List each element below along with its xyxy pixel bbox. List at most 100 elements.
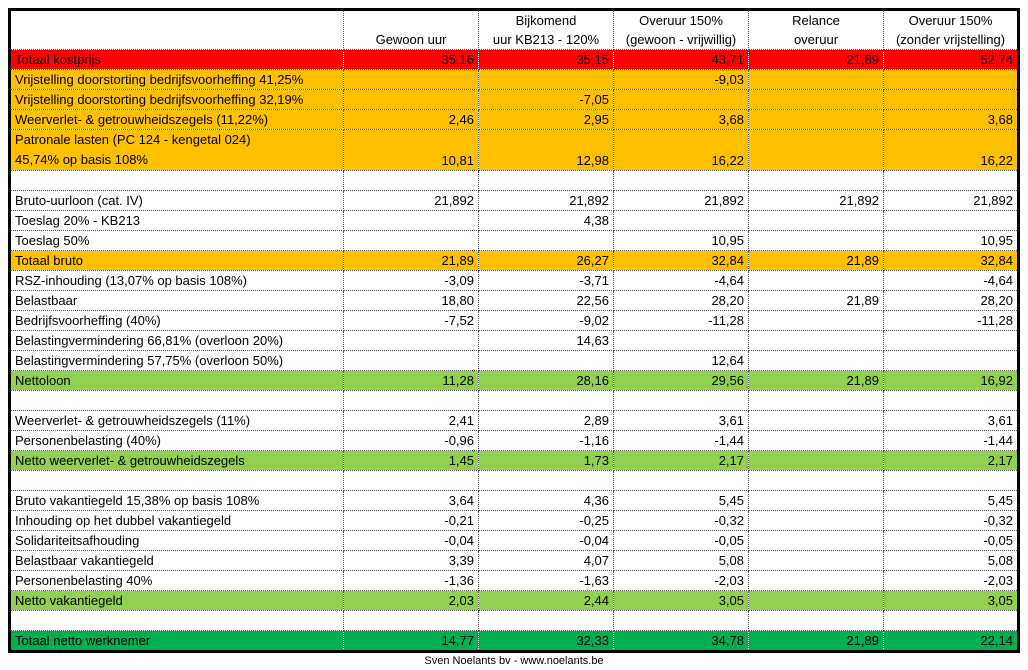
value-cell: 35,16 [343,49,479,70]
value-cell: 18,80 [343,290,479,311]
value-cell [343,69,479,90]
value-cell [478,69,614,90]
value-cell: 32,84 [883,250,1019,271]
value-cell [748,109,884,130]
value-cell: -0,32 [883,510,1019,531]
value-cell: 21,892 [748,190,884,211]
value-cell [883,390,1019,411]
value-cell: -0,04 [478,530,614,551]
value-cell: -2,03 [883,570,1019,591]
value-cell [343,230,479,251]
value-cell: -0,96 [343,430,479,451]
value-cell: -3,71 [478,270,614,291]
value-cell [343,330,479,351]
row-label: Patronale lasten (PC 124 - kengetal 024)… [9,129,344,171]
value-cell: 28,20 [613,290,749,311]
value-cell [883,470,1019,491]
value-cell: 14,77 [343,630,479,652]
value-cell [613,89,749,110]
column-header-line: uur KB213 - 120% [492,32,600,47]
table-row: Belastingvermindering 57,75% (overloon 5… [9,350,1019,371]
row-label: Belastingvermindering 57,75% (overloon 5… [9,350,344,371]
value-cell: 2,89 [478,410,614,431]
value-cell: 21,89 [748,49,884,70]
value-cell: -0,32 [613,510,749,531]
value-cell: 3,61 [883,410,1019,431]
value-cell: 4,36 [478,490,614,511]
value-cell [748,310,884,331]
table-row: Totaal kostprijs 35,16 35,15 43,71 21,89 52,7… [9,49,1019,70]
value-cell: -1,63 [478,570,614,591]
value-cell [748,410,884,431]
value-cell: 2,17 [613,450,749,471]
value-cell: 21,892 [478,190,614,211]
value-cell [748,570,884,591]
value-cell [613,210,749,231]
value-cell: -1,16 [478,430,614,451]
row-label: Weerverlet- & getrouwheidszegels (11%) [9,410,344,431]
value-cell: -1,44 [883,430,1019,451]
table-row: Patronale lasten (PC 124 - kengetal 024)… [9,129,1019,171]
column-header-line: Overuur 150% [639,13,723,28]
column-header-relance-overuur: Relance overuur [748,9,884,50]
column-header-line: overuur [793,32,839,47]
value-cell: 35,15 [478,49,614,70]
row-label-line: 45,74% op basis 108% [15,152,148,167]
row-label: Bruto vakantiegeld 15,38% op basis 108% [9,490,344,511]
value-cell: -7,52 [343,310,479,331]
column-header-line [13,11,341,30]
value-cell [883,210,1019,231]
value-cell: -11,28 [883,310,1019,331]
row-label: Bruto-uurloon (cat. IV) [9,190,344,211]
value-cell [343,610,479,631]
value-cell [748,350,884,371]
value-cell [883,350,1019,371]
value-cell: 2,41 [343,410,479,431]
spacer-row [9,390,1019,411]
value-cell: 26,27 [478,250,614,271]
value-cell: 21,89 [748,630,884,652]
spacer-row [9,610,1019,631]
value-cell: 1,73 [478,450,614,471]
table-row: Totaal netto werknemer 14,77 32,33 34,78 21,… [9,630,1019,652]
value-cell [613,390,749,411]
row-label-line: Patronale lasten (PC 124 - kengetal 024) [15,132,251,147]
column-header-line: Overuur 150% [908,13,993,28]
table-row: Netto vakantiegeld 2,03 2,44 3,05 3,05 [9,590,1019,611]
row-label: RSZ-inhouding (13,07% op basis 108%) [9,270,344,291]
table-row: Netto weerverlet- & getrouwheidszegels 1,… [9,450,1019,471]
value-cell [748,89,884,110]
table-row: Belastbaar 18,80 22,56 28,20 21,89 28,20 [9,290,1019,311]
value-cell [748,430,884,451]
row-label: Toeslag 50% [9,230,344,251]
value-cell: 4,07 [478,550,614,571]
row-label: Personenbelasting 40% [9,570,344,591]
row-label: Belastbaar vakantiegeld [9,550,344,571]
row-label: Totaal netto werknemer [9,630,344,652]
table-header: Gewoon uur Bijkomend uur KB213 - 120% Ov… [9,9,1019,50]
value-cell: 3,64 [343,490,479,511]
value-cell: 12,98 [478,129,614,171]
value-cell: -1,44 [613,430,749,451]
value-cell: -1,36 [343,570,479,591]
table-row: Weerverlet- & getrouwheidszegels (11,22%… [9,109,1019,130]
value-cell: 5,08 [883,550,1019,571]
value-cell: 3,68 [613,109,749,130]
column-header-overuur-150-zonder-vrijstelling: Overuur 150% (zonder vrijstelling) [883,9,1019,50]
value-cell [748,210,884,231]
value-cell: -7,05 [478,89,614,110]
row-label: Totaal bruto [9,250,344,271]
value-cell: 5,08 [613,550,749,571]
row-label [9,170,344,191]
column-header-line: (gewoon - vrijwillig) [625,32,737,47]
value-cell [343,210,479,231]
value-cell: -0,05 [613,530,749,551]
value-cell: 21,89 [343,250,479,271]
table-row: Bruto-uurloon (cat. IV) 21,892 21,892 21,89… [9,190,1019,211]
value-cell [613,610,749,631]
value-cell: -4,64 [613,270,749,291]
value-cell: 16,22 [613,129,749,171]
row-label: Vrijstelling doorstorting bedrijfsvoorhe… [9,89,344,110]
value-cell: 43,71 [613,49,749,70]
